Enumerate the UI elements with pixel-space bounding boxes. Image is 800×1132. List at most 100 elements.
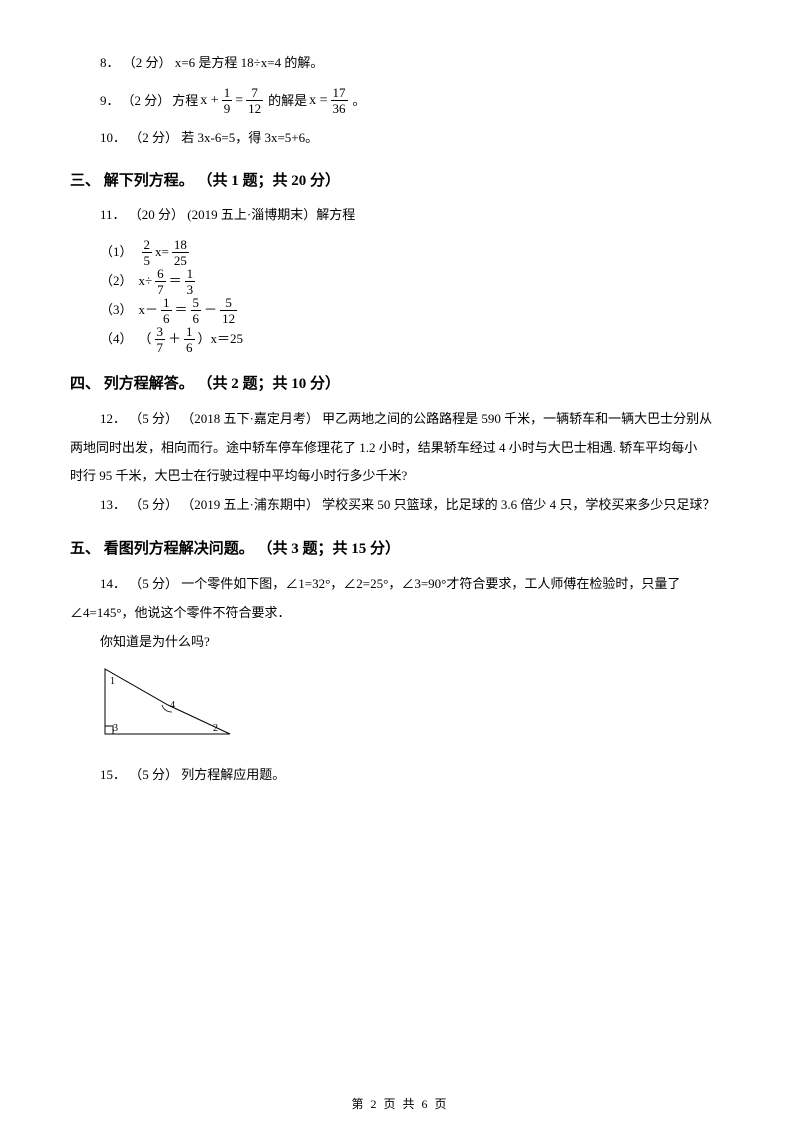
- eq-text: ＋: [168, 325, 181, 354]
- fraction: 7 12: [246, 86, 263, 115]
- eq-text: x－: [139, 296, 159, 325]
- numerator: 5: [223, 296, 234, 310]
- question-8: 8． （2 分） x=6 是方程 18÷x=4 的解。: [100, 50, 730, 76]
- numerator: 6: [155, 267, 166, 281]
- eq-text: －: [204, 296, 217, 325]
- q9-num: 9．: [100, 88, 120, 114]
- question-14: 14． （5 分） 一个零件如下图，∠1=32°，∠2=25°，∠3=90°才符…: [100, 570, 730, 599]
- fraction: 2 5: [142, 238, 153, 267]
- triangle-shape: [105, 669, 230, 734]
- q14-line3: 你知道是为什么吗?: [100, 628, 730, 657]
- fraction: 5 6: [191, 296, 202, 325]
- q12-line3: 时行 95 千米，大巴士在行驶过程中平均每小时行多少千米?: [70, 462, 730, 491]
- denominator: 9: [222, 100, 233, 115]
- q11-sub2: （2） x÷ 6 7 ＝ 1 3: [100, 267, 730, 296]
- q14-num: 14．: [100, 576, 126, 591]
- eq-text: x÷: [139, 267, 153, 296]
- numerator: 17: [331, 86, 348, 100]
- q9-pre: 方程: [172, 88, 198, 114]
- q13-text: 学校买来 50 只篮球，比足球的 3.6 倍少 4 只，学校买来多少只足球？: [322, 497, 715, 512]
- denominator: 3: [185, 281, 196, 296]
- q14-pts: （5 分）: [129, 576, 181, 591]
- q13-num: 13．: [100, 497, 126, 512]
- denominator: 25: [172, 252, 189, 267]
- q15-pts: （5 分）: [129, 767, 178, 782]
- numerator: 2: [142, 238, 153, 252]
- fraction: 1 6: [184, 325, 195, 354]
- section-5-heading: 五、 看图列方程解决问题。 （共 3 题；共 15 分）: [70, 537, 730, 558]
- denominator: 36: [331, 100, 348, 115]
- numerator: 5: [191, 296, 202, 310]
- eq-mid: =: [235, 87, 243, 115]
- sub-label: （4）: [100, 325, 133, 354]
- q12-num: 12．: [100, 411, 126, 426]
- section-4-heading: 四、 列方程解答。 （共 2 题；共 10 分）: [70, 372, 730, 393]
- numerator: 18: [172, 238, 189, 252]
- q9-eq2-lhs: x =: [309, 87, 327, 115]
- q11-sub1: （1） 2 5 x= 18 25: [100, 238, 730, 267]
- q10-pts: （2 分）: [129, 130, 178, 145]
- fraction: 1 3: [185, 267, 196, 296]
- question-11: 11． （20 分） (2019 五上·淄博期末）解方程: [100, 202, 730, 228]
- q13-src: （2019 五上·浦东期中）: [181, 497, 319, 512]
- q14-line2: ∠4=145°，他说这个零件不符合要求．: [70, 599, 730, 628]
- numerator: 7: [249, 86, 260, 100]
- q9-eq1-lhs: x +: [200, 87, 218, 115]
- denominator: 5: [142, 252, 153, 267]
- q10-num: 10．: [100, 130, 126, 145]
- label-1: 1: [110, 676, 115, 687]
- denominator: 6: [184, 339, 195, 354]
- q14-text1: 一个零件如下图，∠1=32°，∠2=25°，∠3=90°才符合要求，工人师傅在检…: [181, 576, 680, 591]
- q12-line2: 两地同时出发，相向而行。途中轿车停车修理花了 1.2 小时，结果轿车经过 4 小…: [70, 434, 730, 463]
- denominator: 6: [191, 310, 202, 325]
- numerator: 1: [161, 296, 172, 310]
- eq-text: （: [139, 325, 152, 354]
- q9-mid: 的解是: [268, 88, 307, 114]
- question-15: 15． （5 分） 列方程解应用题。: [100, 761, 730, 790]
- q8-text: x=6 是方程 18÷x=4 的解。: [175, 55, 324, 70]
- fraction: 1 9: [222, 86, 233, 115]
- q11-sub4: （4） （ 3 7 ＋ 1 6 ）x＝25: [100, 325, 730, 354]
- numerator: 1: [184, 325, 195, 339]
- denominator: 6: [161, 310, 172, 325]
- fraction: 6 7: [155, 267, 166, 296]
- q11-src: (2019 五上·淄博期末）解方程: [187, 207, 355, 222]
- denominator: 7: [155, 339, 166, 354]
- sub-label: （2）: [100, 267, 133, 296]
- q11-sub3: （3） x－ 1 6 ＝ 5 6 － 5 12: [100, 296, 730, 325]
- question-13: 13． （5 分） （2019 五上·浦东期中） 学校买来 50 只篮球，比足球…: [100, 491, 730, 520]
- question-12: 12． （5 分） （2018 五下·嘉定月考） 甲乙两地之间的公路路程是 59…: [100, 405, 730, 434]
- eq-text: ＝: [175, 296, 188, 325]
- denominator: 12: [246, 100, 263, 115]
- fraction: 3 7: [155, 325, 166, 354]
- eq-text: ）x＝25: [198, 325, 244, 354]
- q8-num: 8．: [100, 55, 120, 70]
- denominator: 12: [220, 310, 237, 325]
- triangle-svg: 1 2 3 4: [100, 664, 240, 742]
- q12-text1: 甲乙两地之间的公路路程是 590 千米，一辆轿车和一辆大巴士分别从: [322, 411, 712, 426]
- fraction: 1 6: [161, 296, 172, 325]
- q9-pts: （2 分）: [122, 88, 171, 114]
- sub-label: （1）: [100, 238, 133, 267]
- question-10: 10． （2 分） 若 3x-6=5，得 3x=5+6。: [100, 125, 730, 151]
- q11-pts: （20 分）: [129, 207, 184, 222]
- q15-num: 15．: [100, 767, 126, 782]
- eq-text: x=: [155, 238, 169, 267]
- q9-eq2: x = 17 36: [309, 86, 350, 115]
- fraction: 17 36: [331, 86, 348, 115]
- label-2: 2: [213, 723, 218, 734]
- label-3: 3: [113, 723, 118, 734]
- numerator: 1: [185, 267, 196, 281]
- numerator: 1: [222, 86, 233, 100]
- q10-text: 若 3x-6=5，得 3x=5+6。: [181, 130, 318, 145]
- q8-pts: （2 分）: [123, 55, 172, 70]
- q12-src: （2018 五下·嘉定月考）: [181, 411, 319, 426]
- q11-num: 11．: [100, 207, 126, 222]
- label-4: 4: [170, 700, 175, 711]
- question-9: 9． （2 分） 方程 x + 1 9 = 7 12 的解是 x = 17 36…: [100, 86, 730, 115]
- q12-pts: （5 分）: [129, 411, 178, 426]
- q9-post: 。: [353, 88, 366, 114]
- right-angle-mark: [105, 726, 113, 734]
- q15-text: 列方程解应用题。: [181, 767, 285, 782]
- page-footer: 第 2 页 共 6 页: [0, 1095, 800, 1112]
